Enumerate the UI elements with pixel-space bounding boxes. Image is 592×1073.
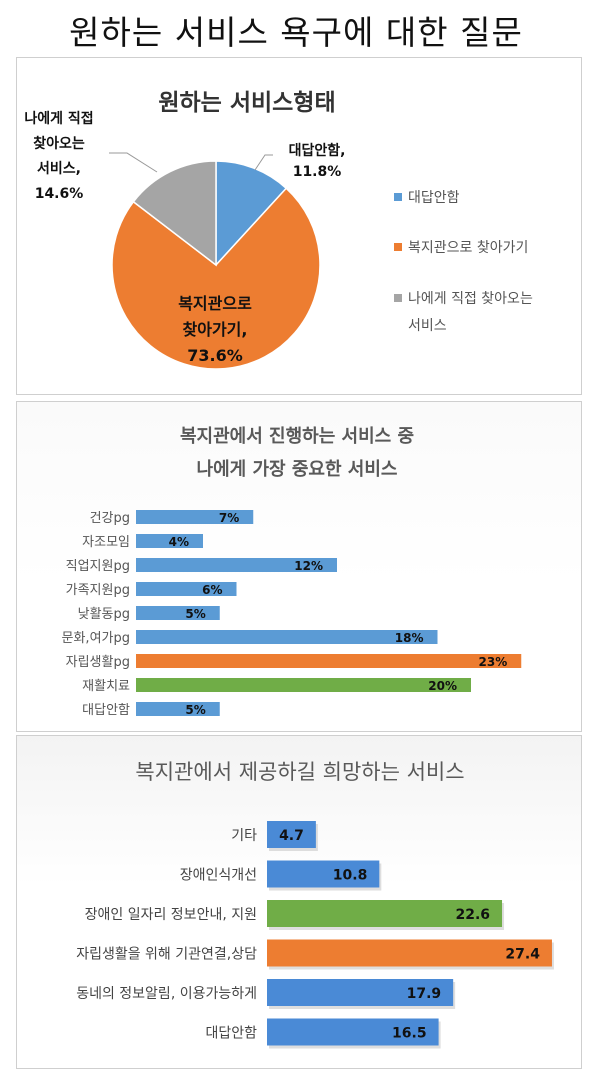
data-label: 4.7	[279, 828, 304, 844]
category-label: 가족지원pg	[66, 583, 130, 598]
pie-data-label: 14.6%	[35, 186, 84, 202]
legend-label: 나에게 직접 찾아오는	[408, 291, 533, 307]
legend-swatch	[394, 294, 402, 302]
pie-slice	[215, 160, 288, 267]
data-label: 18%	[395, 631, 424, 645]
data-label: 6%	[202, 583, 222, 597]
legend-label: 서비스	[408, 318, 447, 334]
pie-data-label: 복지관으로	[178, 294, 252, 313]
pie-data-label: 찾아오는	[33, 135, 85, 152]
data-label: 16.5	[392, 1026, 427, 1042]
pie-slice	[132, 160, 217, 267]
data-label: 17.9	[407, 986, 442, 1002]
category-label: 자립생활을 위해 기관연결,상담	[76, 947, 257, 963]
data-label: 5%	[185, 703, 205, 717]
data-label: 5%	[185, 607, 205, 621]
chart-title: 복지관에서 제공하길 희망하는 서비스	[135, 760, 464, 784]
bar	[267, 1018, 439, 1046]
bar	[136, 630, 438, 644]
bar	[267, 900, 503, 927]
category-label: 장애인식개선	[180, 868, 257, 884]
page-title: 원하는 서비스 욕구에 대한 질문	[69, 13, 523, 52]
data-label: 20%	[428, 679, 457, 693]
bar	[136, 534, 203, 548]
chart-title: 복지관에서 진행하는 서비스 중	[180, 426, 414, 447]
bar	[267, 860, 380, 888]
pie-data-label: 11.8%	[293, 164, 342, 180]
category-label: 자립생활pg	[66, 655, 130, 670]
bar	[136, 654, 522, 668]
category-label: 재활치료	[82, 679, 130, 694]
bar	[267, 979, 454, 1006]
legend-label: 대답안함	[408, 190, 460, 206]
leader-line	[109, 152, 158, 173]
category-label: 기타	[231, 828, 257, 844]
category-label: 낮활동pg	[78, 607, 130, 622]
category-label: 대답안함	[205, 1026, 257, 1042]
chart-title: 나에게 가장 중요한 서비스	[197, 459, 398, 480]
bar	[136, 582, 237, 596]
data-label: 23%	[479, 655, 508, 669]
category-label: 동네의 정보알림, 이용가능하게	[76, 986, 257, 1002]
category-label: 자조모임	[82, 535, 130, 550]
bar	[136, 702, 220, 716]
pie-data-label: 73.6%	[187, 346, 243, 365]
pie-data-label: 서비스,	[37, 161, 81, 177]
data-label: 12%	[294, 559, 323, 573]
leader-line	[254, 154, 273, 171]
data-label: 10.8	[333, 868, 368, 884]
legend-label: 복지관으로 찾아가기	[408, 240, 528, 256]
bar	[136, 510, 254, 524]
pie-slice	[111, 187, 321, 370]
bar	[267, 821, 316, 848]
category-label: 장애인 일자리 정보안내, 지원	[85, 907, 257, 923]
data-label: 22.6	[455, 907, 490, 923]
pie-data-label: 대답안함,	[289, 142, 346, 159]
category-label: 대답안함	[82, 703, 130, 718]
data-label: 27.4	[505, 947, 540, 963]
bar	[136, 558, 337, 572]
category-label: 직업지원pg	[66, 559, 130, 574]
bar	[136, 606, 220, 620]
legend-swatch	[394, 193, 402, 201]
chart-title: 원하는 서비스형태	[158, 90, 335, 116]
data-label: 7%	[219, 511, 239, 525]
category-label: 문화,여가pg	[62, 631, 130, 646]
data-label: 4%	[169, 535, 189, 549]
legend-swatch	[394, 243, 402, 251]
pie-data-label: 나에게 직접	[24, 110, 93, 127]
category-label: 건강pg	[90, 511, 130, 526]
pie-data-label: 찾아가기,	[183, 320, 248, 339]
bar	[267, 939, 552, 967]
bar	[136, 678, 471, 692]
